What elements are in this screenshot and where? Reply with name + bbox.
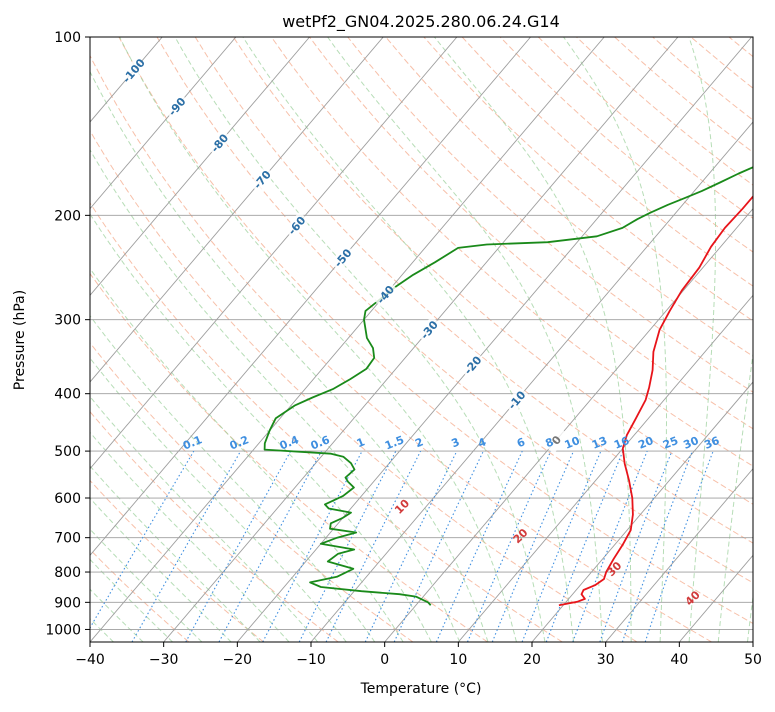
x-tick-label: −10 [296,652,326,668]
x-tick-label: 10 [449,652,467,668]
x-tick-label: 30 [597,652,615,668]
y-tick-label: 1000 [45,622,81,638]
y-tick-label: 600 [54,491,81,507]
x-axis-label: Temperature (°C) [360,681,482,697]
y-tick-label: 500 [54,444,81,460]
x-tick-label: −20 [223,652,253,668]
x-tick-label: 0 [380,652,389,668]
x-tick-label: 40 [670,652,688,668]
y-tick-label: 900 [54,595,81,611]
y-tick-label: 300 [54,313,81,329]
x-tick-label: −30 [149,652,179,668]
x-tick-label: −40 [75,652,105,668]
chart-title: wetPf2_GN04.2025.280.06.24.G14 [282,12,560,32]
y-axis-label: Pressure (hPa) [12,290,28,390]
y-tick-label: 100 [54,30,81,46]
y-tick-label: 700 [54,531,81,547]
y-tick-label: 400 [54,387,81,403]
x-tick-label: 20 [523,652,541,668]
y-tick-label: 200 [54,208,81,224]
x-tick-label: 50 [744,652,762,668]
y-tick-label: 800 [54,565,81,581]
